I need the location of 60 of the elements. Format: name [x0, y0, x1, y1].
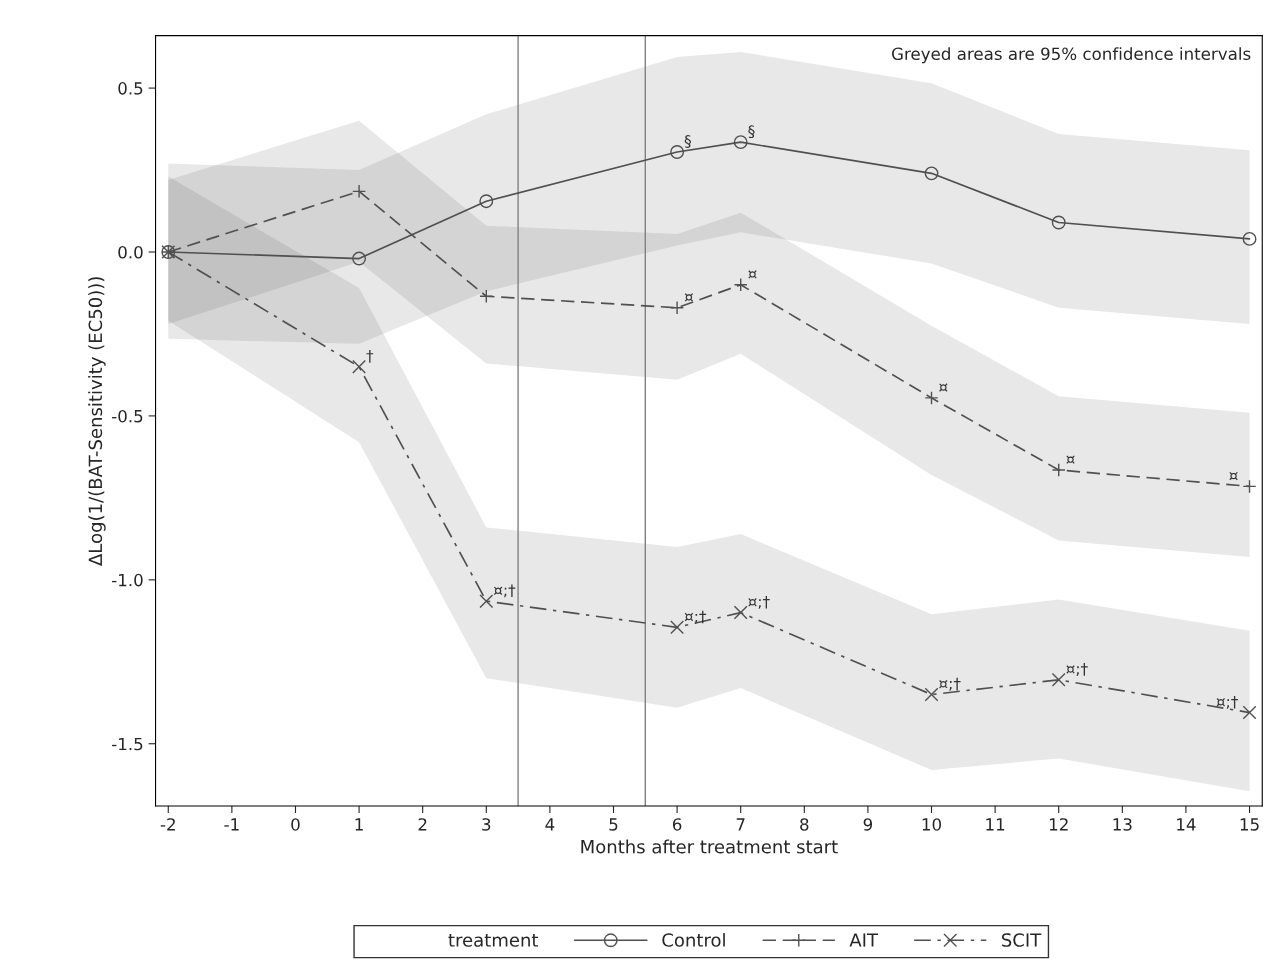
point [733, 135, 748, 150]
point [479, 194, 494, 209]
x-tick-label: -2 [160, 818, 175, 831]
point [352, 359, 367, 374]
annotation: ¤;† [939, 677, 961, 691]
point [924, 166, 939, 181]
x-tick-label: 6 [672, 818, 682, 831]
y-tick-label: 0.5 [118, 82, 143, 95]
y-axis-title: ΔLog(1/(BAT-Sensitivity (EC50))) [88, 277, 106, 566]
y-tick-label: -1.0 [112, 573, 143, 587]
annotation: § [684, 135, 691, 148]
x-tick-label: 9 [863, 818, 873, 831]
legend-label: SCIT [1001, 933, 1042, 947]
annotation: Greyed areas are 95% confidence intervals [891, 47, 1251, 64]
x-tick-label: 1 [355, 818, 363, 831]
point [1242, 705, 1257, 720]
y-tick-label: -0.5 [112, 409, 143, 423]
point [670, 145, 685, 159]
x-tick-label: 11 [986, 818, 1005, 831]
annotation: ¤ [1066, 455, 1075, 464]
x-tick-label: -1 [224, 818, 239, 831]
annotation: ¤ [939, 383, 948, 392]
legend-title: treatment [448, 933, 539, 947]
x-tick-label: 2 [418, 818, 427, 831]
y-tick-label: -1.5 [112, 737, 143, 751]
legend-label: AIT [849, 933, 879, 947]
annotation: ¤;† [1216, 695, 1238, 709]
point [924, 390, 939, 405]
x-tick-label: 14 [1177, 818, 1196, 831]
x-tick-label: 7 [736, 818, 745, 831]
x-tick-label: 5 [609, 818, 618, 831]
point [670, 620, 685, 635]
point [1242, 231, 1257, 246]
annotation: ¤ [748, 270, 757, 279]
x-tick-label: 13 [1113, 818, 1132, 831]
point [479, 594, 494, 609]
x-axis-title: Months after treatment start [581, 839, 838, 854]
point [352, 251, 367, 266]
annotation: ¤;† [684, 610, 707, 624]
point [1242, 479, 1257, 494]
annotation: § [748, 125, 755, 139]
annotation: ¤;† [1066, 663, 1088, 677]
point [1051, 672, 1066, 687]
legend-label: Control [662, 932, 725, 947]
x-tick-label: 4 [545, 818, 555, 831]
x-tick-label: 10 [922, 818, 942, 831]
x-tick-label: 8 [800, 818, 809, 831]
annotation: ¤;† [748, 595, 770, 609]
y-tick-label: 0.0 [118, 245, 143, 259]
x-tick-label: 15 [1240, 818, 1259, 831]
x-tick-label: 3 [482, 818, 491, 831]
x-tick-label: 12 [1049, 818, 1068, 831]
point [1051, 215, 1066, 230]
annotation: ¤ [1229, 471, 1238, 481]
annotation: ¤ [684, 293, 694, 302]
annotation: † [366, 350, 374, 363]
x-tick-label: 0 [291, 818, 300, 831]
annotation: ¤;† [493, 584, 516, 598]
point [924, 687, 939, 702]
point [733, 605, 748, 620]
